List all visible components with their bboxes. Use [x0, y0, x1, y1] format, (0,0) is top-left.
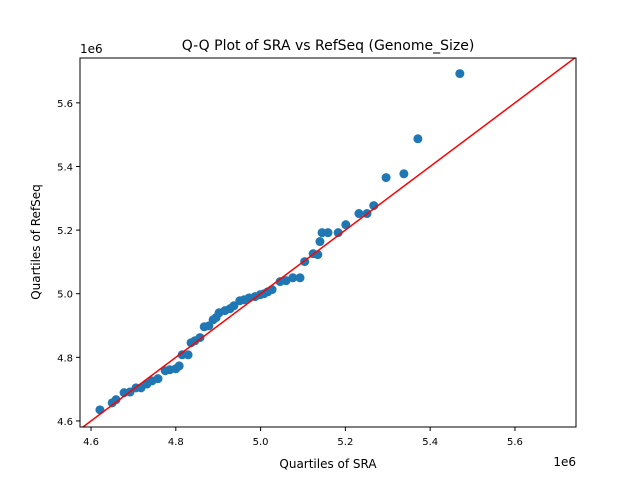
- data-point: [95, 405, 105, 415]
- axes-frame: [79, 57, 577, 428]
- x-offset-label: 1e6: [553, 455, 576, 469]
- x-axis-label: Quartiles of SRA: [279, 457, 377, 471]
- x-tick-label: 5.2: [337, 437, 353, 448]
- x-tick-label: 5.4: [422, 437, 438, 448]
- data-point: [174, 361, 184, 371]
- data-point: [413, 134, 423, 144]
- data-point: [195, 333, 205, 343]
- y-tick-label: 5.2: [57, 226, 73, 237]
- data-point: [333, 228, 343, 238]
- y-offset-label: 1e6: [80, 42, 103, 56]
- reference-line: [81, 58, 576, 427]
- data-point: [288, 273, 298, 283]
- y-tick-label: 5.4: [57, 162, 73, 173]
- data-point: [354, 209, 364, 219]
- data-point: [281, 276, 291, 286]
- chart-title: Q-Q Plot of SRA vs RefSeq (Genome_Size): [182, 38, 475, 54]
- data-point: [399, 169, 409, 179]
- data-point: [229, 301, 239, 311]
- data-point: [111, 395, 121, 405]
- data-point: [341, 220, 351, 230]
- x-tick-label: 5.6: [507, 437, 523, 448]
- data-point: [153, 374, 163, 384]
- x-tick-label: 5.0: [253, 437, 269, 448]
- data-point: [267, 285, 277, 295]
- x-tick-label: 4.8: [168, 437, 184, 448]
- x-tick-label: 4.6: [83, 437, 99, 448]
- y-tick-label: 5.0: [57, 290, 73, 301]
- y-tick-label: 4.6: [57, 417, 73, 428]
- data-point: [323, 228, 333, 238]
- y-tick-label: 5.6: [57, 99, 73, 110]
- y-tick-label: 4.8: [57, 353, 73, 364]
- y-axis-label: Quartiles of RefSeq: [29, 184, 43, 300]
- data-point: [381, 173, 391, 183]
- data-point: [455, 69, 465, 79]
- data-point: [315, 237, 325, 247]
- data-point: [295, 273, 305, 283]
- data-point: [183, 350, 193, 360]
